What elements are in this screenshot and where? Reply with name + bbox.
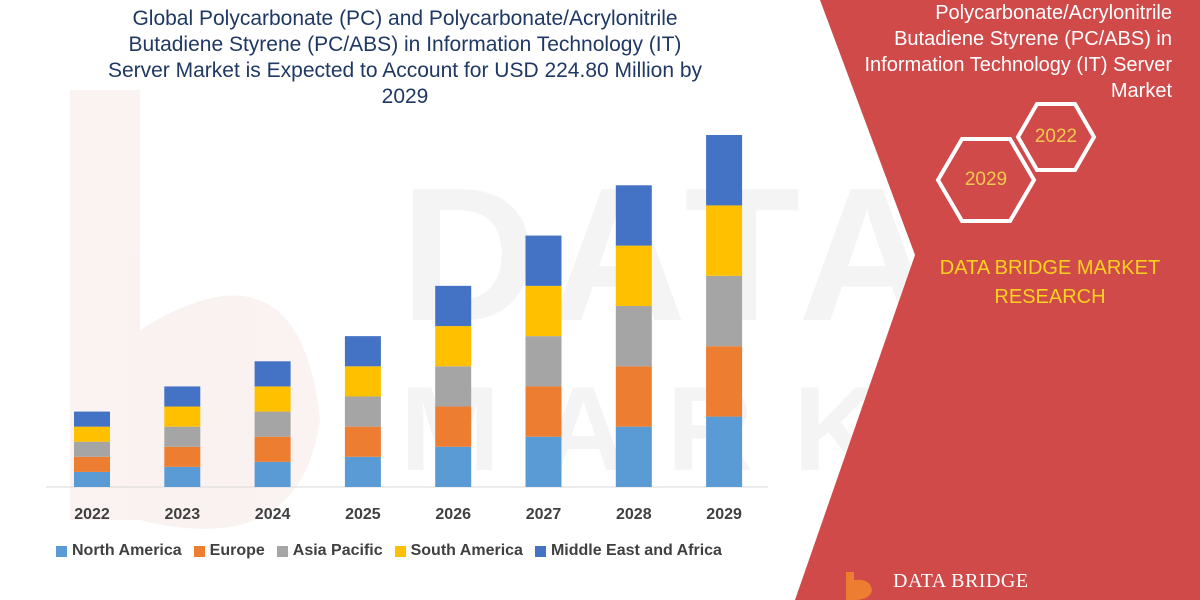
bar-segment-europe-2026 [435,406,472,447]
bar-segment-north-america-2023 [164,466,201,487]
chart-title-line: Global Polycarbonate (PC) and Polycarbon… [132,7,678,30]
x-tick-label-2025: 2025 [345,506,381,523]
legend-item-south-america: South America [394,542,523,560]
bar-segment-middle-east-and-africa-2029 [706,135,743,206]
bar-segment-europe-2028 [615,366,652,427]
bar-segment-middle-east-and-africa-2026 [435,285,472,327]
bar-segment-asia-pacific-2022 [74,441,110,457]
bar-segment-north-america-2029 [706,416,743,487]
chart-title-line: Butadiene Styrene (PC/ABS) in Informatio… [128,33,682,56]
legend-swatch [394,545,406,557]
hexagon-2022 [1015,102,1097,172]
x-tick-label-2023: 2023 [165,506,201,523]
legend-swatch [56,545,67,557]
x-tick-label-2024: 2024 [255,506,291,523]
bar-segment-south-america-2023 [164,406,201,427]
bar-segment-south-america-2022 [74,426,110,442]
legend-swatch [193,545,205,557]
bar-segment-north-america-2022 [74,471,110,487]
legend-item-north-america: North America [56,542,182,560]
legend-label: South America [410,542,523,559]
bar-segment-asia-pacific-2028 [615,305,652,367]
bar-segment-middle-east-and-africa-2022 [74,411,110,427]
chart-title: Global Polycarbonate (PC) and Polycarbon… [60,6,750,110]
panel-title-line: Market [1110,80,1172,102]
bar-segment-south-america-2028 [615,245,652,306]
panel-title: Polycarbonate/Acrylonitrile Butadiene St… [800,0,1172,104]
footer-logo-text: DATA BRIDGE [893,570,1029,592]
bar-segment-middle-east-and-africa-2024 [254,361,291,387]
bar-segment-asia-pacific-2024 [254,411,291,437]
bar-segment-north-america-2026 [435,446,472,487]
bar-segment-europe-2023 [164,446,201,467]
panel-title-line: Polycarbonate/Acrylonitrile [935,2,1172,24]
legend-label: Middle East and Africa [550,542,722,559]
hex-label-2022: 2022 [1034,126,1078,147]
legend-item-asia-pacific: Asia Pacific [276,542,383,560]
bar-segment-middle-east-and-africa-2025 [344,336,381,367]
bar-segment-north-america-2024 [254,461,291,487]
brand-line: DATA BRIDGE MARKET [939,257,1161,279]
panel-title-line: Butadiene Styrene (PC/ABS) in [894,28,1172,50]
legend-label: Asia Pacific [292,542,383,559]
x-tick-label-2028: 2028 [616,506,652,523]
panel-title-line: Information Technology (IT) Server [864,54,1172,76]
legend-label: North America [72,542,182,559]
hex-label-2029: 2029 [964,169,1008,190]
bar-segment-south-america-2029 [706,205,743,276]
bar-segment-europe-2025 [344,426,381,457]
chart-title-line: Server Market is Expected to Account for… [107,59,703,82]
x-tick-label-2022: 2022 [74,506,110,523]
bar-segment-south-america-2025 [344,366,381,397]
x-tick-label-2029: 2029 [706,506,742,523]
bar-segment-europe-2027 [525,386,562,437]
hexagon-2029 [935,137,1037,223]
bar-segment-north-america-2027 [525,436,562,487]
bar-segment-south-america-2024 [254,386,291,412]
bar-segment-asia-pacific-2023 [164,426,201,447]
bar-segment-europe-2024 [254,436,291,462]
x-tick-label-2026: 2026 [435,506,471,523]
bar-segment-asia-pacific-2027 [525,336,562,387]
bar-segment-middle-east-and-africa-2023 [164,386,201,407]
x-tick-label-2027: 2027 [526,506,562,523]
logo-icon [846,572,872,600]
brand-line: RESEARCH [994,286,1106,308]
bar-segment-asia-pacific-2026 [435,366,472,407]
bar-segment-europe-2029 [706,346,743,417]
chart-legend: North America Europe Asia Pacific South Ame… [56,541,722,561]
legend-label: Europe [209,542,265,559]
chart-title-line: 2029 [381,85,429,108]
panel-shape [795,0,1200,600]
footer-logo-mark [846,572,872,600]
bar-segment-south-america-2027 [525,285,562,337]
bar-segment-middle-east-and-africa-2027 [525,235,562,286]
bar-segment-middle-east-and-africa-2028 [615,185,652,246]
bar-segment-asia-pacific-2025 [344,396,381,427]
bar-segment-north-america-2028 [615,426,652,487]
legend-swatch [534,545,546,557]
legend-item-europe: Europe [193,542,265,560]
legend-swatch [276,545,288,557]
bar-segment-asia-pacific-2029 [706,275,743,347]
bar-segment-south-america-2026 [435,326,472,367]
legend-item-middle-east-and-africa: Middle East and Africa [534,542,722,560]
brand-name: DATA BRIDGE MARKET RESEARCH [900,254,1200,312]
bar-segment-europe-2022 [74,456,110,472]
bar-segment-north-america-2025 [344,456,381,487]
